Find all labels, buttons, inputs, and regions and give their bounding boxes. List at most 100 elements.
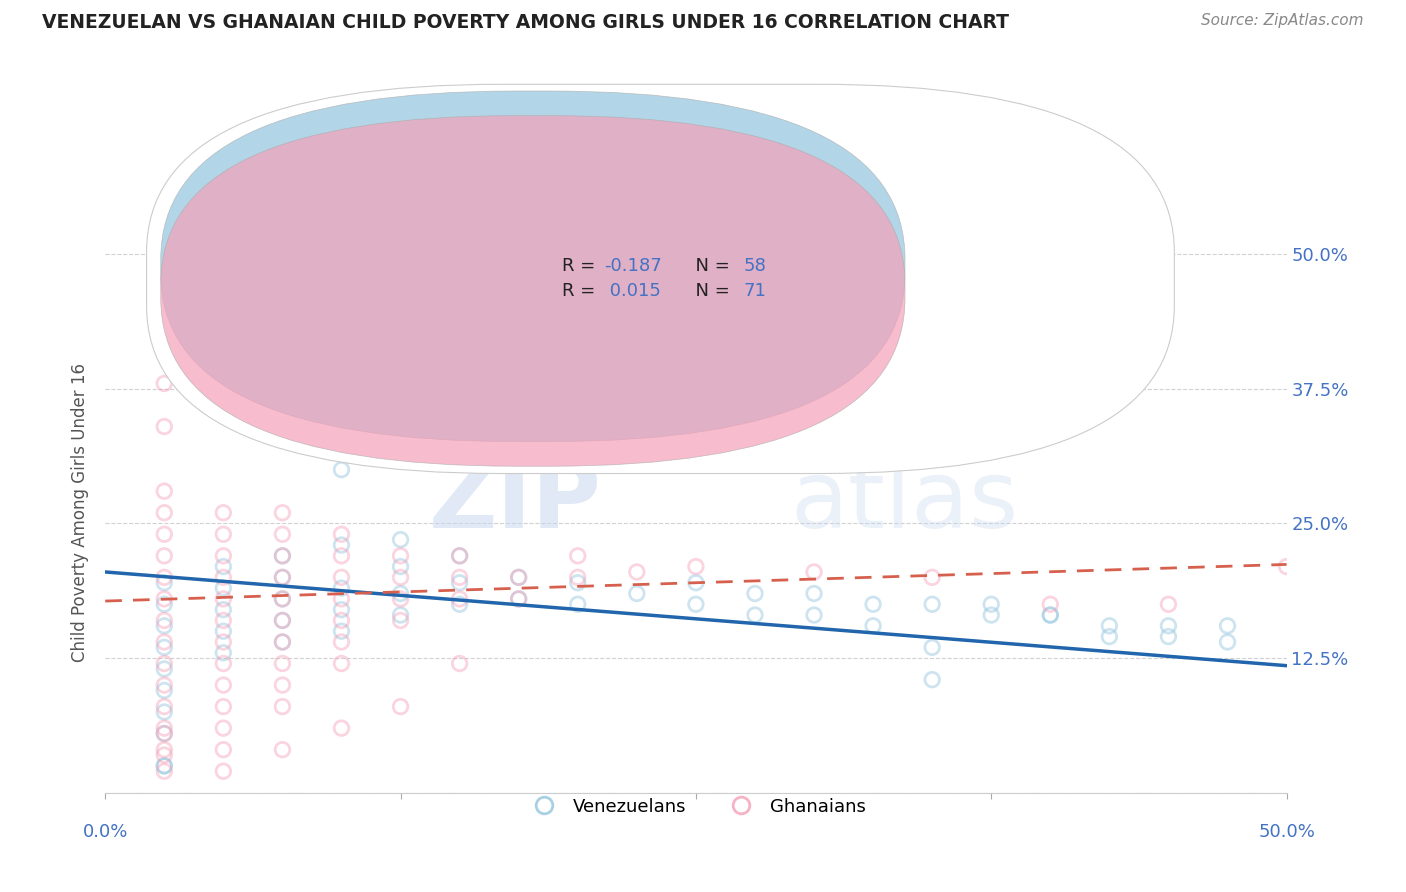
Point [389, 591, 412, 606]
Point [153, 764, 176, 779]
Point [153, 657, 176, 671]
Point [271, 570, 294, 584]
Point [389, 570, 412, 584]
Point [1098, 619, 1121, 633]
Point [212, 764, 235, 779]
Point [330, 602, 353, 616]
Point [862, 619, 884, 633]
Point [212, 602, 235, 616]
Point [271, 591, 294, 606]
Point [212, 721, 235, 735]
Point [449, 597, 471, 611]
Point [330, 635, 353, 649]
Point [153, 591, 176, 606]
Point [212, 635, 235, 649]
Point [212, 699, 235, 714]
Point [153, 575, 176, 590]
Point [330, 657, 353, 671]
Text: 0.0%: 0.0% [83, 823, 128, 841]
Point [153, 759, 176, 773]
Point [212, 591, 235, 606]
Point [1039, 608, 1062, 623]
Point [1157, 630, 1180, 644]
Point [449, 549, 471, 563]
Point [153, 726, 176, 740]
Point [389, 586, 412, 600]
Point [271, 527, 294, 541]
Point [153, 742, 176, 756]
Point [153, 549, 176, 563]
Point [626, 565, 648, 579]
Point [626, 586, 648, 600]
Legend: Venezuelans, Ghanaians: Venezuelans, Ghanaians [519, 790, 873, 823]
Point [980, 597, 1002, 611]
Point [1157, 619, 1180, 633]
Point [153, 311, 176, 326]
Point [153, 419, 176, 434]
Point [153, 747, 176, 762]
Point [212, 742, 235, 756]
Point [567, 570, 589, 584]
Point [449, 549, 471, 563]
Point [153, 376, 176, 391]
Text: VENEZUELAN VS GHANAIAN CHILD POVERTY AMONG GIRLS UNDER 16 CORRELATION CHART: VENEZUELAN VS GHANAIAN CHILD POVERTY AMO… [42, 13, 1010, 32]
Point [685, 597, 707, 611]
Point [271, 742, 294, 756]
Point [271, 657, 294, 671]
Point [212, 549, 235, 563]
Text: R =: R = [562, 257, 602, 276]
Point [330, 721, 353, 735]
Point [449, 657, 471, 671]
Point [153, 759, 176, 773]
Point [449, 575, 471, 590]
Point [1039, 608, 1062, 623]
Point [153, 640, 176, 655]
Point [921, 597, 943, 611]
Point [271, 699, 294, 714]
FancyBboxPatch shape [160, 91, 905, 442]
Point [803, 608, 825, 623]
Point [389, 608, 412, 623]
Point [153, 614, 176, 628]
Point [212, 570, 235, 584]
Point [330, 463, 353, 477]
Point [330, 570, 353, 584]
Text: 71: 71 [744, 282, 766, 300]
Point [271, 591, 294, 606]
Point [153, 683, 176, 698]
Point [862, 597, 884, 611]
Point [153, 570, 176, 584]
Point [1216, 635, 1239, 649]
Point [271, 635, 294, 649]
Point [803, 586, 825, 600]
Point [803, 565, 825, 579]
Point [153, 699, 176, 714]
Point [330, 591, 353, 606]
Point [1039, 597, 1062, 611]
Text: ZIP: ZIP [429, 456, 602, 548]
Point [389, 614, 412, 628]
Point [389, 559, 412, 574]
Text: 0.015: 0.015 [603, 282, 661, 300]
Point [212, 559, 235, 574]
Point [153, 705, 176, 719]
Point [330, 549, 353, 563]
Point [330, 624, 353, 639]
Point [153, 635, 176, 649]
Point [508, 570, 530, 584]
Point [685, 575, 707, 590]
Point [1098, 630, 1121, 644]
Point [1216, 619, 1239, 633]
Point [1157, 597, 1180, 611]
Point [271, 614, 294, 628]
Point [271, 678, 294, 692]
Point [567, 549, 589, 563]
Point [271, 506, 294, 520]
Point [271, 549, 294, 563]
Point [153, 678, 176, 692]
Point [921, 640, 943, 655]
Point [212, 581, 235, 595]
Y-axis label: Child Poverty Among Girls Under 16: Child Poverty Among Girls Under 16 [72, 363, 89, 662]
Point [153, 726, 176, 740]
Point [1275, 559, 1298, 574]
